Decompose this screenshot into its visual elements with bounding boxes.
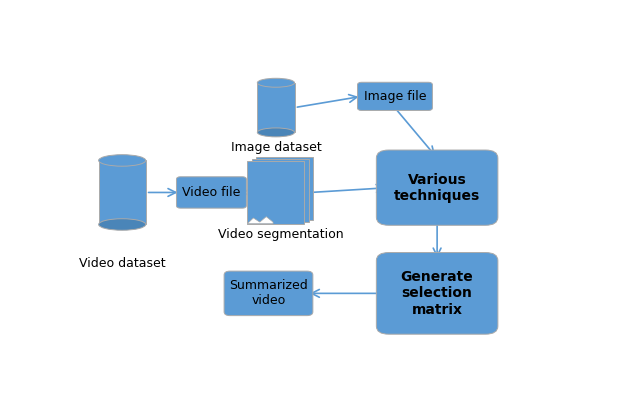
Bar [248,161,305,224]
Bar [257,157,314,220]
FancyBboxPatch shape [177,177,246,208]
Ellipse shape [99,219,146,230]
Text: Video segmentation: Video segmentation [218,228,344,242]
Text: Video file: Video file [182,186,241,199]
Text: Various
techniques: Various techniques [394,173,480,203]
Text: Summarized
video: Summarized video [229,280,308,307]
Ellipse shape [257,128,294,137]
FancyBboxPatch shape [224,271,313,316]
FancyBboxPatch shape [376,150,498,225]
Text: Image file: Image file [364,90,426,103]
Bar [252,159,309,222]
Ellipse shape [257,78,294,87]
FancyBboxPatch shape [358,82,433,111]
Bar [257,83,294,132]
Bar [99,161,146,225]
Text: Image dataset: Image dataset [230,141,321,154]
Ellipse shape [99,155,146,166]
FancyBboxPatch shape [376,253,498,334]
Polygon shape [248,217,273,224]
Text: Video dataset: Video dataset [79,257,166,270]
Text: Generate
selection
matrix: Generate selection matrix [401,270,474,317]
